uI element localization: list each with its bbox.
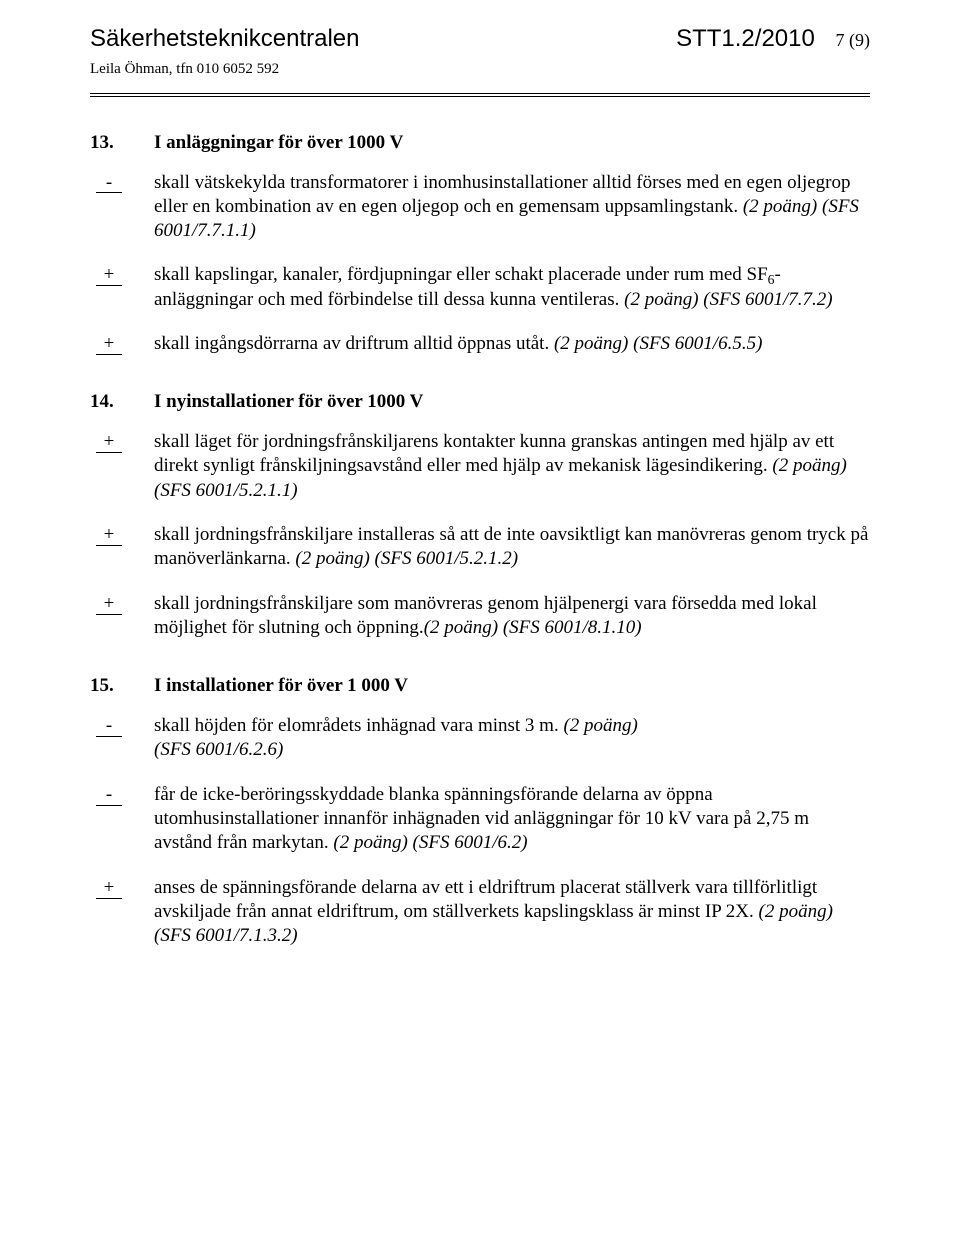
item-body: skall jordningsfrånskiljare som manövrer… [154, 592, 870, 641]
item-body: skall jordningsfrånskiljare installeras … [154, 523, 870, 572]
header-rule-1 [90, 93, 870, 94]
item-mark-value: + [96, 265, 122, 286]
item-body: skall ingångsdörrarna av driftrum alltid… [154, 332, 870, 356]
item-mark-value: + [96, 334, 122, 355]
item-body: skall kapslingar, kanaler, fördjupningar… [154, 263, 870, 312]
list-item: - får de icke-beröringsskyddade blanka s… [90, 783, 870, 856]
item-mark: - [90, 171, 154, 244]
header-doc-id: STT1.2/2010 [676, 25, 815, 52]
list-item: + skall läget för jordningsfrånskiljaren… [90, 430, 870, 503]
item-body: skall läget för jordningsfrånskiljarens … [154, 430, 870, 503]
item-body: skall höjden för elområdets inhägnad var… [154, 714, 870, 763]
item-mark-value: - [96, 173, 122, 194]
list-item: - skall vätskekylda transformatorer i in… [90, 171, 870, 244]
item-mark-value: + [96, 878, 122, 899]
page: Säkerhetsteknikcentralen STT1.2/2010 7 (… [0, 0, 960, 1247]
header-right: STT1.2/2010 7 (9) [676, 24, 870, 54]
section-title: I installationer för över 1 000 V [154, 674, 408, 698]
header-left: Säkerhetsteknikcentralen [90, 24, 359, 54]
header-rule-2 [90, 96, 870, 97]
list-item: + skall kapslingar, kanaler, fördjupning… [90, 263, 870, 312]
list-item: - skall höjden för elområdets inhägnad v… [90, 714, 870, 763]
section-heading: 14.I nyinstallationer för över 1000 V [90, 390, 870, 414]
item-mark: + [90, 332, 154, 356]
section-title: I nyinstallationer för över 1000 V [154, 390, 423, 414]
header-contact: Leila Öhman, tfn 010 6052 592 [90, 60, 870, 79]
list-item: + skall jordningsfrånskiljare installera… [90, 523, 870, 572]
section-number: 15. [90, 674, 154, 698]
item-mark: - [90, 783, 154, 856]
list-item: + skall ingångsdörrarna av driftrum allt… [90, 332, 870, 356]
item-mark: + [90, 263, 154, 312]
item-body: får de icke-beröringsskyddade blanka spä… [154, 783, 870, 856]
item-mark: + [90, 430, 154, 503]
item-mark: + [90, 592, 154, 641]
list-item: + anses de spänningsförande delarna av e… [90, 876, 870, 949]
item-mark: + [90, 523, 154, 572]
item-mark-value: + [96, 432, 122, 453]
section-heading: 13.I anläggningar för över 1000 V [90, 131, 870, 155]
section-number: 13. [90, 131, 154, 155]
section-number: 14. [90, 390, 154, 414]
sections-container: 13.I anläggningar för över 1000 V - skal… [90, 131, 870, 949]
page-header: Säkerhetsteknikcentralen STT1.2/2010 7 (… [90, 24, 870, 54]
item-mark: - [90, 714, 154, 763]
section-title: I anläggningar för över 1000 V [154, 131, 403, 155]
item-mark-value: - [96, 716, 122, 737]
item-mark-value: + [96, 525, 122, 546]
item-body: skall vätskekylda transformatorer i inom… [154, 171, 870, 244]
item-mark: + [90, 876, 154, 949]
item-mark-value: - [96, 785, 122, 806]
item-mark-value: + [96, 594, 122, 615]
list-item: + skall jordningsfrånskiljare som manövr… [90, 592, 870, 641]
section-heading: 15.I installationer för över 1 000 V [90, 674, 870, 698]
item-body: anses de spänningsförande delarna av ett… [154, 876, 870, 949]
header-page-number: 7 (9) [836, 30, 871, 50]
